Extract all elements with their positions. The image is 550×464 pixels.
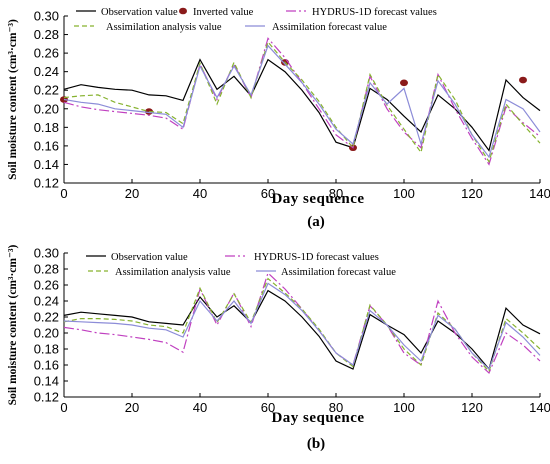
legend-label: HYDRUS-1D forecast values	[254, 252, 379, 263]
series-line-observation-value	[63, 289, 541, 371]
y-tick-label: 0.26	[34, 46, 59, 61]
x-tick-label: 140	[529, 400, 550, 415]
series-line-observation-value	[63, 58, 541, 152]
x-tick-label: 140	[529, 186, 550, 201]
x-tick-label: 40	[193, 186, 207, 201]
legend-label: Inverted value	[193, 7, 254, 18]
legend-label: Assimilation analysis value	[106, 22, 222, 33]
x-axis-label: Day sequence	[271, 191, 364, 207]
series-line-hydrus-1d-forecast-values	[63, 37, 541, 166]
x-tick-label: 100	[393, 186, 415, 201]
legend-label: Assimilation forecast value	[281, 267, 396, 278]
x-tick-label: 60	[261, 400, 275, 415]
x-tick-label: 60	[261, 186, 275, 201]
y-tick-label: 0.18	[34, 120, 59, 135]
legend-label: HYDRUS-1D forecast values	[312, 7, 437, 18]
legend-label: Observation value	[111, 252, 188, 263]
chart-panel-a: 0.12 0.14 0.16 0.18 0.20 0.22 0.24 0.26 0.28 0.30…	[7, 7, 550, 230]
y-tick-label: 0.18	[34, 342, 59, 357]
legend-marker	[179, 7, 187, 15]
x-tick-label: 0	[60, 400, 67, 415]
inverted-value-point	[519, 76, 527, 84]
series-line-assimilation-forecast-value	[63, 44, 541, 159]
y-tick-label: 0.12	[34, 390, 59, 405]
x-tick-label: 80	[329, 186, 343, 201]
y-tick-label: 0.20	[34, 101, 59, 116]
y-tick-label: 0.28	[34, 27, 59, 42]
legend-label: Assimilation analysis value	[115, 267, 231, 278]
y-tick-label: 0.28	[34, 262, 59, 277]
chart-panel-b: 0.120.140.160.180.200.220.240.260.280.30…	[7, 245, 550, 452]
y-axis-label: Soil moisture content (cm³·cm⁻³)	[7, 19, 19, 180]
x-axis-label: Day sequence	[271, 410, 364, 426]
series-line-assimilation-analysis-value	[63, 277, 541, 373]
y-tick-label: 0.14	[34, 157, 59, 172]
x-tick-label: 40	[193, 400, 207, 415]
x-tick-label: 120	[461, 186, 483, 201]
y-tick-label: 0.24	[34, 64, 59, 79]
y-axis-label: Soil moisture content (cm³·cm⁻³)	[7, 245, 19, 406]
y-tick-label: 0.24	[34, 294, 59, 309]
inverted-value-point	[400, 79, 408, 87]
y-tick-label: 0.30	[34, 246, 59, 261]
series-line-assimilation-forecast-value	[63, 282, 541, 371]
y-tick-label: 0.22	[34, 83, 59, 98]
y-tick-label: 0.16	[34, 138, 59, 153]
y-tick-label: 0.22	[34, 310, 59, 325]
y-tick-label: 0.16	[34, 358, 59, 373]
y-tick-label: 0.14	[34, 374, 59, 389]
x-tick-label: 20	[125, 400, 139, 415]
x-tick-label: 120	[461, 400, 483, 415]
x-tick-label: 80	[329, 400, 343, 415]
y-tick-label: 0.30	[34, 9, 59, 24]
panel-label: (a)	[307, 214, 325, 230]
x-tick-label: 100	[393, 400, 415, 415]
series-line-assimilation-analysis-value	[63, 40, 541, 164]
x-tick-label: 0	[60, 186, 67, 201]
x-tick-label: 20	[125, 186, 139, 201]
legend-label: Observation value	[101, 7, 178, 18]
y-tick-label: 0.12	[34, 176, 59, 191]
legend-label: Assimilation forecast value	[272, 22, 387, 33]
series-line-hydrus-1d-forecast-values	[63, 271, 541, 375]
y-tick-label: 0.26	[34, 278, 59, 293]
y-tick-label: 0.20	[34, 326, 59, 341]
panel-label: (b)	[307, 436, 325, 452]
